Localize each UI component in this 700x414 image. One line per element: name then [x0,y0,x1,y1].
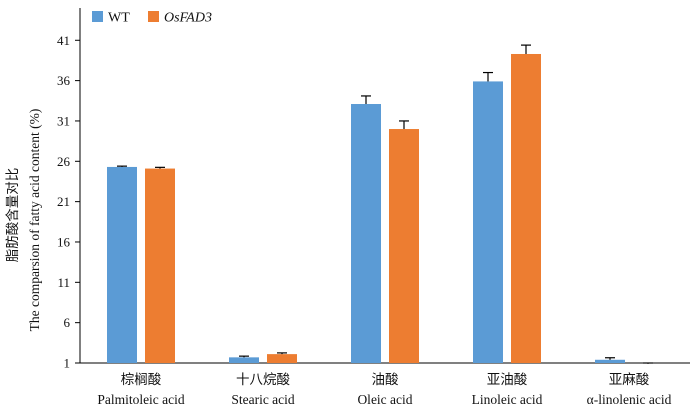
y-axis-label: 脂肪酸含量对比 The comparsion of fatty acid con… [5,109,42,332]
y-tick-label: 6 [64,315,71,330]
axes [79,8,690,364]
x-label-cn: 十八烷酸 [236,372,290,387]
x-label-en: Stearic acid [231,392,295,407]
bar-osfad3-2 [267,354,297,363]
y-tick-label: 1 [64,356,71,371]
legend-label-osfad3: OsFAD3 [164,11,212,26]
bars [107,44,653,364]
legend: WT OsFAD3 [92,11,212,26]
y-axis-label-en: The comparsion of fatty acid content (%) [27,109,42,332]
x-label-cn: 亚麻酸 [609,372,650,387]
x-label-cn: 油酸 [372,372,399,387]
x-label-cn: 棕榈酸 [121,372,162,387]
x-label-en: Palmitoleic acid [97,392,185,407]
y-tick-label: 16 [57,234,71,249]
bar-wt-5 [595,359,625,363]
legend-swatch-wt [92,11,103,22]
bar-wt-1 [107,166,137,363]
y-axis-label-cn: 脂肪酸含量对比 [5,168,20,263]
bar-osfad3-3 [389,129,419,363]
y-tick-label: 31 [57,113,70,128]
y-tick-label: 21 [57,194,70,209]
legend-swatch-osfad3 [148,11,159,22]
y-tick-label: 11 [57,275,70,290]
y-tick-label: 26 [57,154,71,169]
y-tick-label: 41 [57,33,70,48]
x-label-en: Linoleic acid [472,392,543,407]
bar-wt-2 [229,357,259,363]
y-tick-label: 36 [57,73,71,88]
x-axis-labels: 棕榈酸 Palmitoleic acid 十八烷酸 Stearic acid 油酸 Ole… [97,372,671,407]
x-label-en: α-linolenic acid [587,392,672,407]
bar-osfad3-4 [511,53,541,363]
bar-wt-3 [351,104,381,364]
legend-label-wt: WT [108,11,130,26]
bar-osfad3-1 [145,168,175,363]
bar-wt-4 [473,81,503,363]
x-label-en: Oleic acid [357,392,412,407]
x-label-cn: 亚油酸 [487,372,528,387]
